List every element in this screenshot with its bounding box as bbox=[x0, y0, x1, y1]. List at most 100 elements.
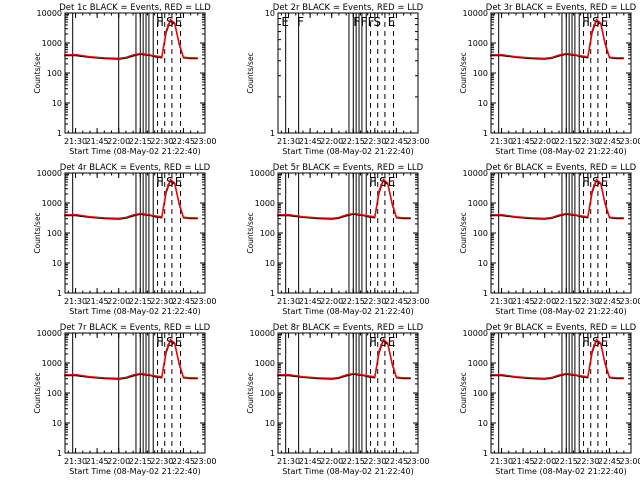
y-tick-label: 1 bbox=[57, 289, 62, 298]
x-axis-label: Start Time (08-May-02 21:22:40) bbox=[69, 147, 200, 156]
y-tick-label: 100 bbox=[473, 229, 488, 238]
marker-label: F bbox=[582, 15, 589, 29]
y-tick-label: 1000 bbox=[255, 359, 275, 368]
y-axis-label: Counts/sec bbox=[33, 52, 42, 93]
y-tick-label: 1000 bbox=[468, 199, 488, 208]
x-tick-label: 22:00 bbox=[533, 137, 556, 146]
x-tick-label: 23:00 bbox=[193, 137, 216, 146]
marker-label: I bbox=[160, 15, 164, 29]
x-tick-label: 22:30 bbox=[150, 137, 173, 146]
y-tick-label: 10000 bbox=[37, 9, 62, 18]
x-tick-label: 21:45 bbox=[299, 137, 322, 146]
x-tick-label: 22:15 bbox=[342, 137, 365, 146]
y-tick-label: 1000 bbox=[42, 199, 62, 208]
x-tick-label: 22:15 bbox=[129, 297, 152, 306]
marker-label: F bbox=[582, 175, 589, 189]
x-tick-label: 21:30 bbox=[277, 137, 300, 146]
y-axis-label: Counts/sec bbox=[459, 212, 468, 253]
y-axis-label: Counts/sec bbox=[33, 372, 42, 413]
x-tick-label: 22:45 bbox=[172, 137, 195, 146]
marker-label: F bbox=[156, 15, 163, 29]
y-tick-label: 1 bbox=[483, 289, 488, 298]
y-tick-label: 1000 bbox=[468, 359, 488, 368]
x-tick-label: 21:30 bbox=[277, 457, 300, 466]
x-tick-label: 22:00 bbox=[107, 457, 130, 466]
panel-title: Det 9r BLACK = Events, RED = LLD bbox=[486, 323, 637, 333]
x-tick-label: 22:15 bbox=[129, 457, 152, 466]
lld-series-line bbox=[63, 338, 198, 380]
x-tick-label: 23:00 bbox=[406, 137, 429, 146]
marker-label: F bbox=[360, 15, 367, 29]
panel-title: Det 5r BLACK = Events, RED = LLD bbox=[273, 163, 424, 173]
x-tick-label: 22:30 bbox=[576, 457, 599, 466]
x-tick-label: 21:45 bbox=[86, 457, 109, 466]
plot-frame bbox=[277, 12, 419, 134]
y-tick-label: 1 bbox=[270, 449, 275, 458]
x-tick-label: 22:30 bbox=[150, 457, 173, 466]
plot-frame bbox=[64, 332, 206, 454]
y-tick-label: 1 bbox=[57, 129, 62, 138]
x-tick-label: 22:30 bbox=[576, 297, 599, 306]
x-tick-label: 22:00 bbox=[320, 137, 343, 146]
y-tick-label: 10 bbox=[265, 9, 275, 18]
marker-label: I bbox=[586, 175, 590, 189]
y-axis-label: Counts/sec bbox=[33, 212, 42, 253]
y-tick-label: 10000 bbox=[37, 329, 62, 338]
marker-label: E bbox=[601, 175, 609, 189]
marker-label: S bbox=[373, 15, 381, 29]
x-tick-label: 22:45 bbox=[385, 297, 408, 306]
y-tick-label: 1000 bbox=[468, 39, 488, 48]
y-tick-label: 10000 bbox=[463, 9, 488, 18]
marker-label: F bbox=[156, 335, 163, 349]
x-tick-label: 22:30 bbox=[150, 297, 173, 306]
plot-frame bbox=[490, 12, 632, 134]
x-tick-label: 21:45 bbox=[299, 297, 322, 306]
y-tick-label: 100 bbox=[47, 389, 62, 398]
x-axis-label: Start Time (08-May-02 21:22:40) bbox=[282, 307, 413, 316]
marker-label: I bbox=[373, 335, 377, 349]
panel-title: Det 2r BLACK = Events, RED = LLD bbox=[273, 3, 424, 13]
y-tick-label: 10000 bbox=[463, 169, 488, 178]
y-axis-label: Counts/sec bbox=[246, 372, 255, 413]
plot-frame bbox=[490, 172, 632, 294]
marker-label: E bbox=[175, 15, 183, 29]
lld-series-line bbox=[276, 178, 411, 220]
x-tick-label: 22:30 bbox=[363, 297, 386, 306]
x-tick-label: 22:45 bbox=[598, 137, 621, 146]
y-tick-label: 10 bbox=[478, 259, 488, 268]
y-tick-label: 1000 bbox=[255, 199, 275, 208]
marker-label: F bbox=[297, 15, 304, 29]
x-tick-label: 22:45 bbox=[172, 457, 195, 466]
y-axis-label: Counts/sec bbox=[246, 212, 255, 253]
plot-frame bbox=[490, 332, 632, 454]
x-tick-label: 22:15 bbox=[555, 297, 578, 306]
marker-label: E bbox=[281, 15, 289, 29]
marker-label: E bbox=[601, 15, 609, 29]
y-tick-label: 1 bbox=[270, 129, 275, 138]
x-axis-label: Start Time (08-May-02 21:22:40) bbox=[495, 467, 626, 476]
x-tick-label: 22:30 bbox=[363, 137, 386, 146]
x-tick-label: 21:30 bbox=[64, 297, 87, 306]
panel-title: Det 1c BLACK = Events, RED = LLD bbox=[59, 3, 211, 13]
x-tick-label: 22:15 bbox=[342, 457, 365, 466]
lld-series-line bbox=[63, 18, 198, 60]
y-tick-label: 10 bbox=[478, 419, 488, 428]
plot-frame bbox=[64, 12, 206, 134]
x-tick-label: 22:00 bbox=[533, 457, 556, 466]
marker-label: F bbox=[369, 175, 376, 189]
y-axis-label: Counts/sec bbox=[246, 52, 255, 93]
x-tick-label: 22:15 bbox=[555, 457, 578, 466]
panel-title: Det 4r BLACK = Events, RED = LLD bbox=[60, 163, 211, 173]
x-tick-label: 21:30 bbox=[490, 457, 513, 466]
x-tick-label: 23:00 bbox=[619, 137, 640, 146]
x-tick-label: 21:45 bbox=[512, 457, 535, 466]
x-tick-label: 22:15 bbox=[342, 297, 365, 306]
x-tick-label: 23:00 bbox=[193, 297, 216, 306]
y-tick-label: 10 bbox=[52, 419, 62, 428]
plot-frame bbox=[64, 172, 206, 294]
